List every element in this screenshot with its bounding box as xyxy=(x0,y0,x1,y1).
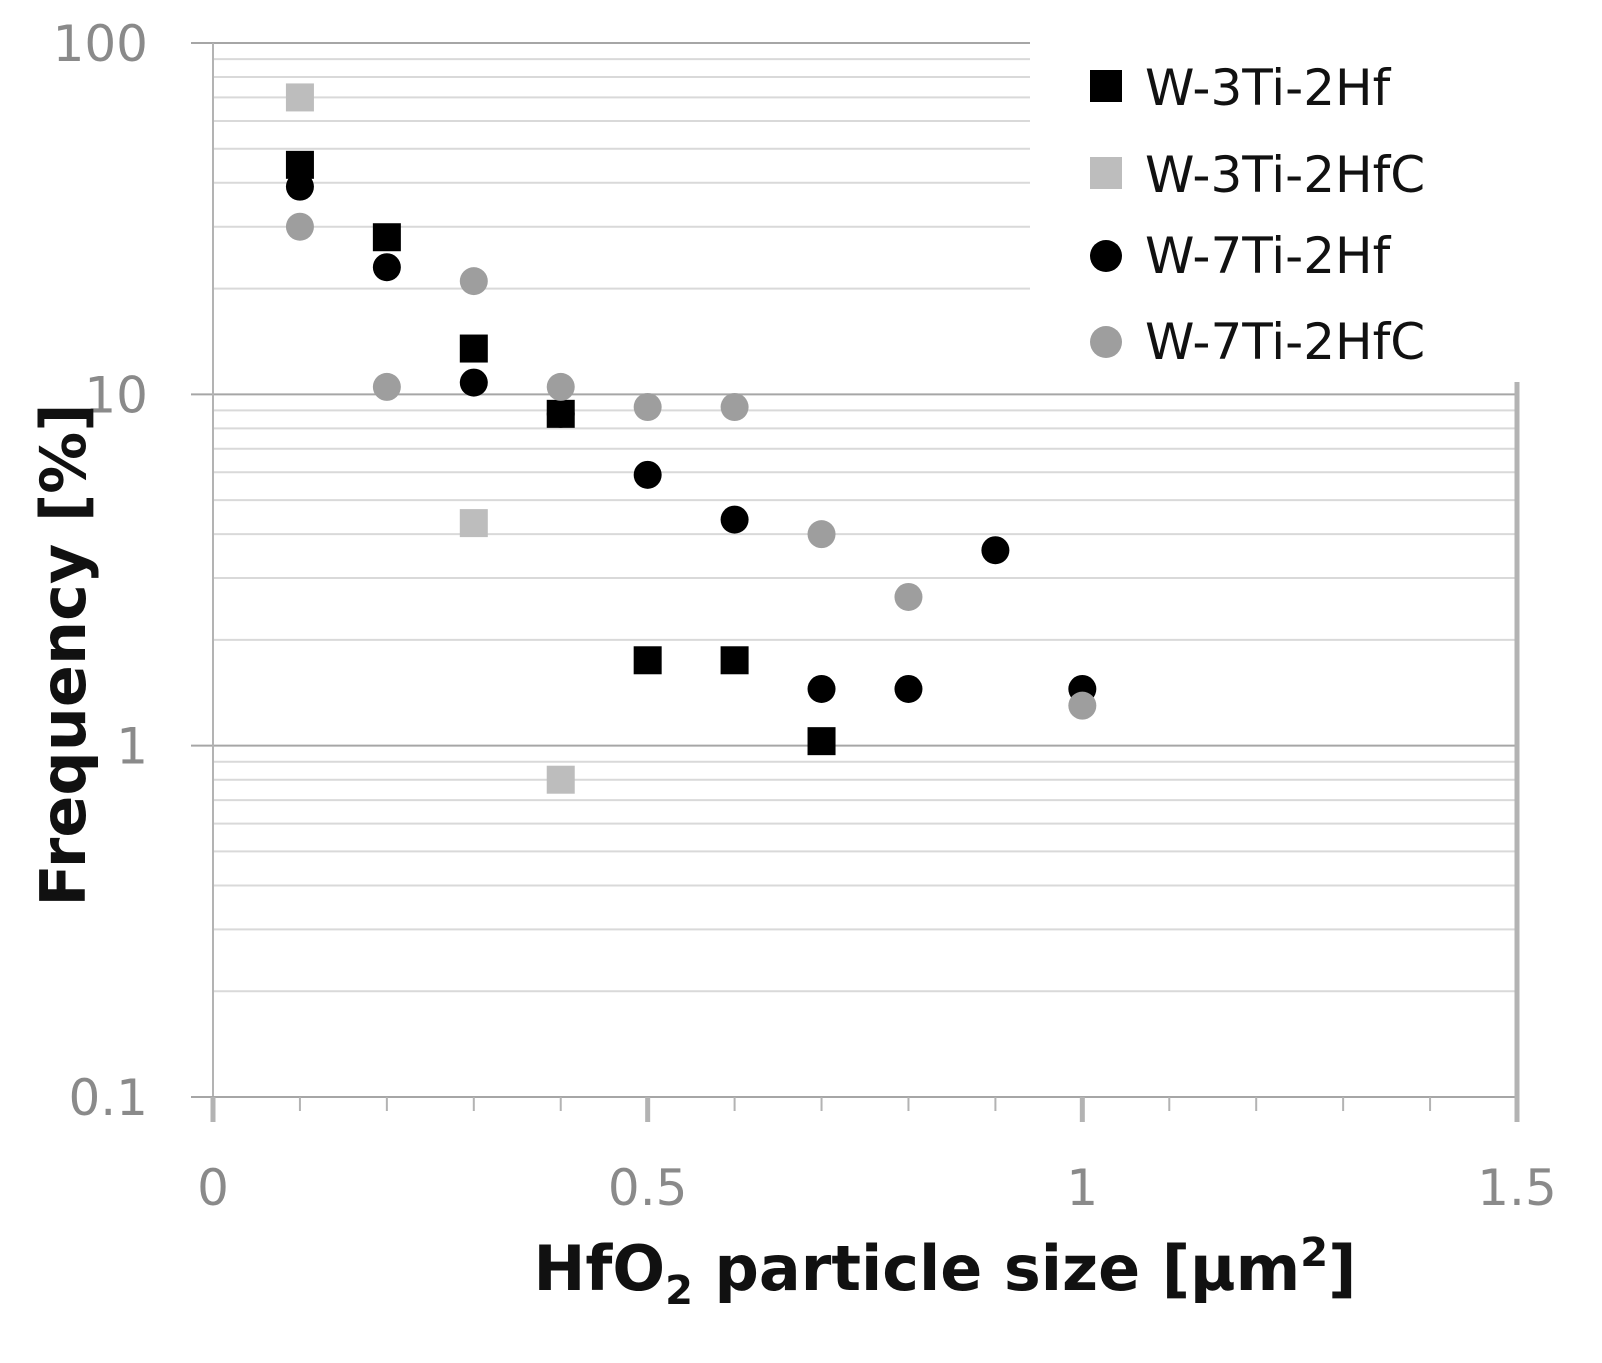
data-point-circle xyxy=(633,460,662,489)
data-point-circle xyxy=(894,582,923,611)
legend-label: W-3Ti-2HfC xyxy=(1145,146,1425,204)
data-point-circle xyxy=(285,172,314,201)
x-axis-title-superscript: 2 xyxy=(1300,1230,1328,1276)
data-point-circle xyxy=(459,368,488,397)
legend-marker xyxy=(1090,326,1122,358)
data-point-circle xyxy=(459,267,488,296)
y-tick-label: 10 xyxy=(84,366,148,424)
data-point-square xyxy=(459,509,488,538)
tick-labels: 0 0.5 1 1.5 0.1 1 10 100 xyxy=(53,15,1557,1217)
data-point-circle xyxy=(720,505,749,534)
data-point-circle xyxy=(633,393,662,422)
data-point-square xyxy=(546,765,575,794)
x-tick-label: 0.5 xyxy=(608,1159,688,1217)
legend: W-3Ti-2Hf W-3Ti-2HfC W-7Ti-2Hf W-7Ti-2Hf… xyxy=(1090,59,1425,371)
legend-label: W-7Ti-2Hf xyxy=(1145,227,1392,285)
data-points xyxy=(285,83,1097,794)
data-point-circle xyxy=(372,372,401,401)
x-axis-title: HfO2 particle size [µm2] xyxy=(534,1230,1357,1314)
y-tick-label: 1 xyxy=(116,718,148,776)
y-axis-title: Frequency [%] xyxy=(27,403,100,906)
x-axis-title-main: HfO xyxy=(534,1232,666,1305)
x-axis-title-subscript: 2 xyxy=(665,1268,693,1314)
data-point-square xyxy=(459,334,488,363)
axes xyxy=(191,43,1520,1122)
legend-item: W-7Ti-2Hf xyxy=(1090,227,1392,285)
legend-item: W-3Ti-2Hf xyxy=(1090,59,1392,117)
y-tick-label: 100 xyxy=(53,15,148,73)
data-point-square xyxy=(720,646,749,675)
x-tick-label: 1.5 xyxy=(1477,1159,1557,1217)
legend-background-rect xyxy=(1030,20,1600,382)
x-tick-label: 0 xyxy=(197,1159,229,1217)
x-axis-title-rest: particle size [µm xyxy=(693,1232,1300,1305)
data-point-circle xyxy=(894,674,923,703)
data-point-circle xyxy=(546,372,575,401)
data-point-circle xyxy=(1068,691,1097,720)
data-point-circle xyxy=(807,520,836,549)
legend-label: W-7Ti-2HfC xyxy=(1145,313,1425,371)
data-point-square xyxy=(285,83,314,112)
legend-item: W-7Ti-2HfC xyxy=(1090,313,1425,371)
x-axis-title-end: ] xyxy=(1328,1232,1356,1305)
legend-marker xyxy=(1090,70,1122,102)
y-tick-label: 0.1 xyxy=(68,1069,148,1127)
data-point-circle xyxy=(285,212,314,241)
data-point-circle xyxy=(720,393,749,422)
data-point-circle xyxy=(981,536,1010,565)
data-point-square xyxy=(633,646,662,675)
data-point-circle xyxy=(372,253,401,282)
legend-label: W-3Ti-2Hf xyxy=(1145,59,1392,117)
data-point-square xyxy=(807,727,836,756)
legend-marker xyxy=(1090,240,1122,272)
legend-item: W-3Ti-2HfC xyxy=(1090,146,1425,204)
legend-marker xyxy=(1090,157,1122,189)
x-tick-label: 1 xyxy=(1066,1159,1098,1217)
data-point-circle xyxy=(546,399,575,428)
data-point-square xyxy=(372,223,401,252)
legend-background xyxy=(1030,20,1600,382)
data-point-circle xyxy=(807,674,836,703)
